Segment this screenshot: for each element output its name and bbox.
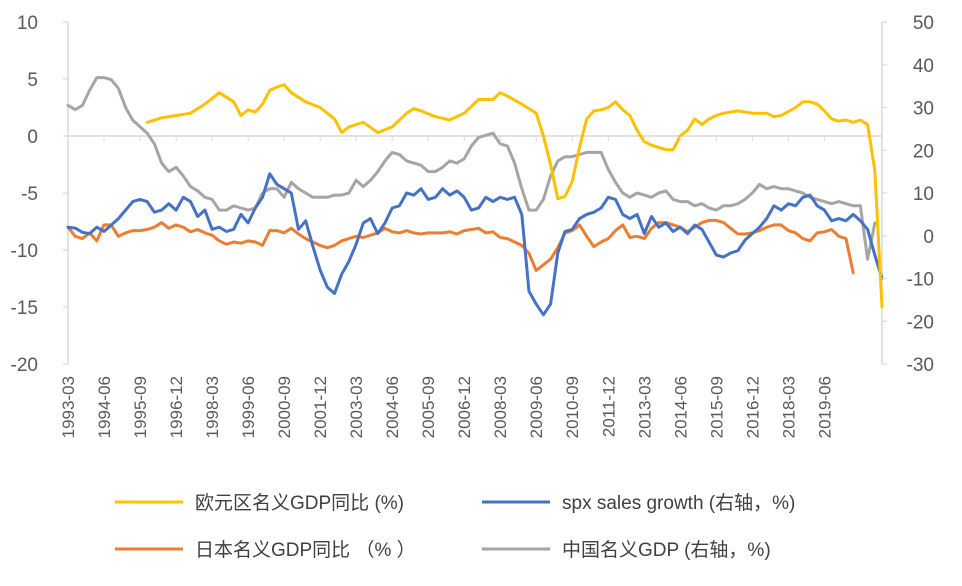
right-tick-label: 50 <box>913 13 934 34</box>
x-tick-label: 2014-06 <box>671 376 690 438</box>
left-tick-label: -5 <box>21 184 38 205</box>
x-tick-label: 2005-09 <box>419 376 438 438</box>
x-tick-label: 2001-12 <box>311 376 330 438</box>
x-tick-label: 1993-03 <box>59 376 78 438</box>
x-tick-label: 2006-12 <box>455 376 474 438</box>
legend-label-spx: spx sales growth (右轴，%) <box>562 492 795 514</box>
legend: 欧元区名义GDP同比 (%) spx sales growth (右轴，%) 日本名… <box>115 492 795 561</box>
right-tick-label: 30 <box>913 99 934 120</box>
x-tick-label: 1996-12 <box>167 376 186 438</box>
x-tick-label: 2004-06 <box>383 376 402 438</box>
x-tick-label: 2008-03 <box>491 376 510 438</box>
right-tick-label: -20 <box>907 312 934 333</box>
series-layer <box>66 76 884 317</box>
right-tick-label: 0 <box>923 227 934 248</box>
right-tick-label: 40 <box>913 56 934 77</box>
left-tick-label: -20 <box>11 355 38 376</box>
x-tick-label: 1995-09 <box>131 376 150 438</box>
legend-label-eurozone: 欧元区名义GDP同比 (%) <box>195 492 404 514</box>
series-line-japan <box>66 218 855 275</box>
x-tick-label: 1998-03 <box>203 376 222 438</box>
right-tick-label: -30 <box>907 355 934 376</box>
x-tick-label: 2013-03 <box>635 376 654 438</box>
series-line-spx <box>66 172 884 317</box>
series-line-china <box>66 76 877 261</box>
right-tick-label: 20 <box>913 141 934 162</box>
x-tick-label: 2019-06 <box>815 376 834 438</box>
left-axis-ticks: 10 5 0 -5 -10 -15 -20 <box>11 13 68 376</box>
axes-layer <box>67 22 883 364</box>
left-tick-label: 5 <box>27 70 38 91</box>
left-tick-label: 10 <box>17 13 38 34</box>
x-tick-label: 2015-09 <box>707 376 726 438</box>
left-tick-label: 0 <box>27 127 38 148</box>
x-tick-label: 2000-09 <box>275 376 294 438</box>
legend-label-japan: 日本名义GDP同比 （% ） <box>195 539 416 561</box>
x-tick-label: 1994-06 <box>95 376 114 438</box>
x-tick-label: 2003-03 <box>347 376 366 438</box>
x-tick-label: 2016-12 <box>743 376 762 438</box>
x-tick-label: 2009-06 <box>527 376 546 438</box>
x-tick-label: 2018-03 <box>779 376 798 438</box>
legend-label-china: 中国名义GDP (右轴，%) <box>562 539 771 561</box>
x-tick-label: 1999-06 <box>239 376 258 438</box>
left-tick-label: -10 <box>11 241 38 262</box>
left-tick-label: -15 <box>11 298 38 319</box>
x-axis-ticks: 1993-03 1994-06 1995-09 1996-12 1998-03 1999-… <box>59 136 834 438</box>
x-tick-label: 2011-12 <box>599 376 618 437</box>
right-axis-ticks: 50 40 30 20 10 0 -10 -20 -30 <box>882 13 934 376</box>
right-tick-label: -10 <box>907 270 934 291</box>
right-tick-label: 10 <box>913 184 934 205</box>
series-line-eurozone <box>145 83 884 309</box>
x-tick-label: 2010-09 <box>563 376 582 438</box>
